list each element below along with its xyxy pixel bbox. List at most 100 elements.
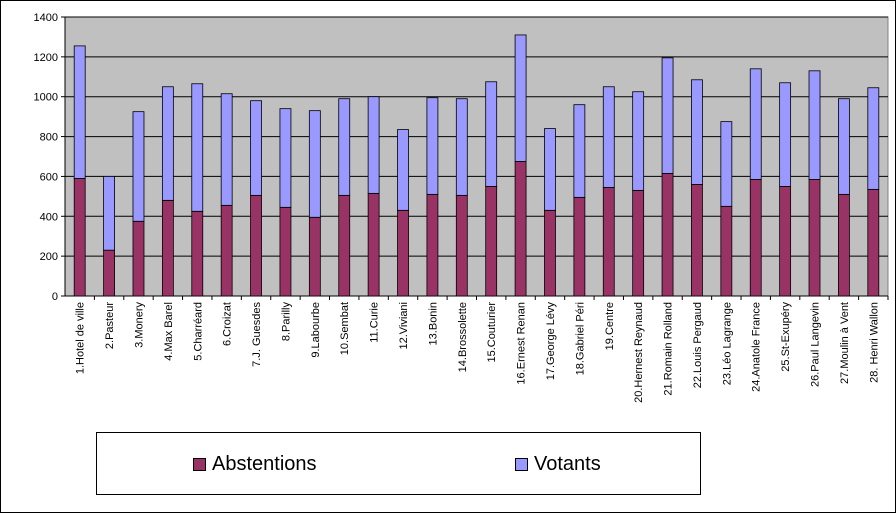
bar-votants [691, 79, 703, 185]
bar-abstentions [338, 194, 351, 297]
bar-votants [838, 98, 850, 195]
bar-votants [367, 96, 380, 194]
bar-abstentions [250, 194, 262, 297]
y-tick-label: 200 [40, 251, 58, 263]
bar-abstentions [661, 173, 674, 297]
bar-votants [544, 128, 556, 211]
x-tick-label: 8.Parilly [280, 302, 292, 342]
bar-abstentions [455, 194, 468, 297]
bar-votants [397, 129, 409, 211]
bar-votants [749, 68, 762, 180]
chart-svg: 0 200 400 600 800 1000 1200 1400 1.Hotel de vill… [34, 12, 889, 403]
legend-swatch-votants [515, 458, 528, 471]
x-tick-label: 9.Labourbe [310, 302, 322, 358]
y-tick-label: 1200 [34, 52, 58, 64]
y-tick-label: 1400 [34, 12, 58, 24]
x-tick-label: 10.Sembat [339, 302, 351, 355]
bar-votants [867, 87, 880, 190]
x-tick-label: 15.Couturier [486, 302, 498, 363]
bar-votants [279, 108, 292, 208]
plot-area [64, 16, 889, 297]
x-tick-label: 17.George Lévy [545, 302, 557, 381]
bar-abstentions [838, 193, 850, 297]
bar-votants [720, 121, 733, 207]
bar-votants [779, 82, 792, 187]
y-tick-label: 600 [40, 171, 58, 183]
bar-abstentions [426, 193, 439, 297]
bar-abstentions [73, 178, 86, 297]
x-tick-label: 4.Max Barel [163, 302, 175, 361]
bar-votants [573, 104, 586, 198]
legend-item-votants: Votants [515, 453, 601, 476]
bar-abstentions [161, 199, 174, 297]
bar-abstentions [720, 205, 733, 297]
bar-abstentions [485, 185, 498, 297]
bar-abstentions [779, 185, 792, 297]
x-tick-label: 22.Louis Pergaud [692, 302, 704, 388]
bar-abstentions [632, 189, 645, 297]
x-tick-label: 23.Léo Lagrange [721, 302, 733, 385]
bar-votants [514, 34, 527, 162]
x-tick-label: 27.Moulin à Vent [839, 302, 851, 384]
x-tick-label: 19.Centre [604, 302, 616, 350]
legend-label-votants: Votants [534, 453, 601, 475]
x-tick-label: 7.J. Guesdes [251, 302, 263, 367]
bar-abstentions [808, 179, 821, 297]
x-tick-label: 28. Henri Wallon [868, 302, 880, 383]
y-tick-label: 0 [52, 291, 58, 303]
bar-abstentions [691, 183, 703, 297]
bar-votants [103, 176, 115, 251]
legend: Abstentions Votants [96, 432, 701, 495]
bar-abstentions [308, 216, 321, 297]
bar-votants [250, 100, 262, 196]
bar-votants [220, 93, 233, 206]
bar-abstentions [602, 186, 615, 297]
y-tick-label: 400 [40, 211, 58, 223]
bar-votants [455, 98, 468, 196]
x-tick-label: 18.Gabriel Péri [574, 302, 586, 375]
bar-votants [191, 83, 204, 212]
x-tick-label: 13.Bonin [427, 302, 439, 345]
bar-votants [338, 98, 351, 196]
legend-item-abstentions: Abstentions [193, 453, 317, 476]
bar-votants [308, 110, 321, 218]
x-tick-label: 6.Croizat [222, 302, 234, 346]
bar-abstentions [103, 249, 115, 297]
bar-votants [632, 91, 645, 191]
bar-votants [161, 86, 174, 201]
x-tick-label: 1.Hotel de ville [75, 302, 87, 374]
x-tick-label: 14.Brossolette [457, 302, 469, 372]
x-tick-label: 12.Viviani [398, 302, 410, 350]
bar-abstentions [514, 161, 527, 297]
bar-abstentions [573, 196, 586, 297]
bar-abstentions [367, 192, 380, 297]
x-tick-label: 3.Monery [133, 302, 145, 348]
x-tick-label: 20.Hernest Reynaud [633, 302, 645, 403]
bar-abstentions [279, 206, 292, 297]
bar-votants [808, 70, 821, 180]
x-tick-label: 25.St-Exupéry [780, 302, 792, 372]
bar-votants [426, 97, 439, 195]
x-tick-label: 26.Paul Langevin [810, 302, 822, 387]
y-tick-label: 1000 [34, 92, 58, 104]
legend-label-abstentions: Abstentions [212, 453, 317, 475]
bar-abstentions [220, 204, 233, 297]
bar-abstentions [132, 220, 145, 297]
bar-abstentions [191, 210, 204, 297]
x-tick-label: 16.Ernest Renan [516, 302, 528, 385]
x-tick-label: 11.Curie [369, 302, 381, 343]
bar-votants [73, 45, 86, 179]
bar-votants [602, 86, 615, 188]
legend-swatch-abstentions [193, 458, 206, 471]
x-tick-label: 24.Anatole France [751, 302, 763, 392]
bar-votants [132, 111, 145, 222]
bar-votants [661, 57, 674, 174]
bar-votants [485, 81, 498, 187]
x-tick-label: 21.Romain Rolland [663, 302, 675, 396]
bar-abstentions [867, 188, 880, 297]
y-tick-label: 800 [40, 132, 58, 144]
bar-abstentions [397, 209, 409, 297]
x-tick-label: 2.Pasteur [104, 302, 116, 349]
bar-abstentions [749, 179, 762, 297]
